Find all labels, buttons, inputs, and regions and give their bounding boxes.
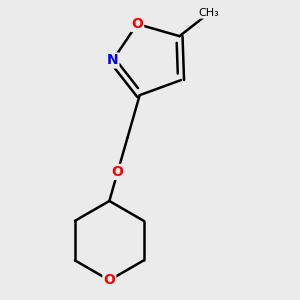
Text: O: O xyxy=(112,165,124,179)
Text: O: O xyxy=(103,273,115,287)
Text: N: N xyxy=(107,53,118,68)
Text: O: O xyxy=(131,17,143,31)
Text: CH₃: CH₃ xyxy=(199,8,219,18)
